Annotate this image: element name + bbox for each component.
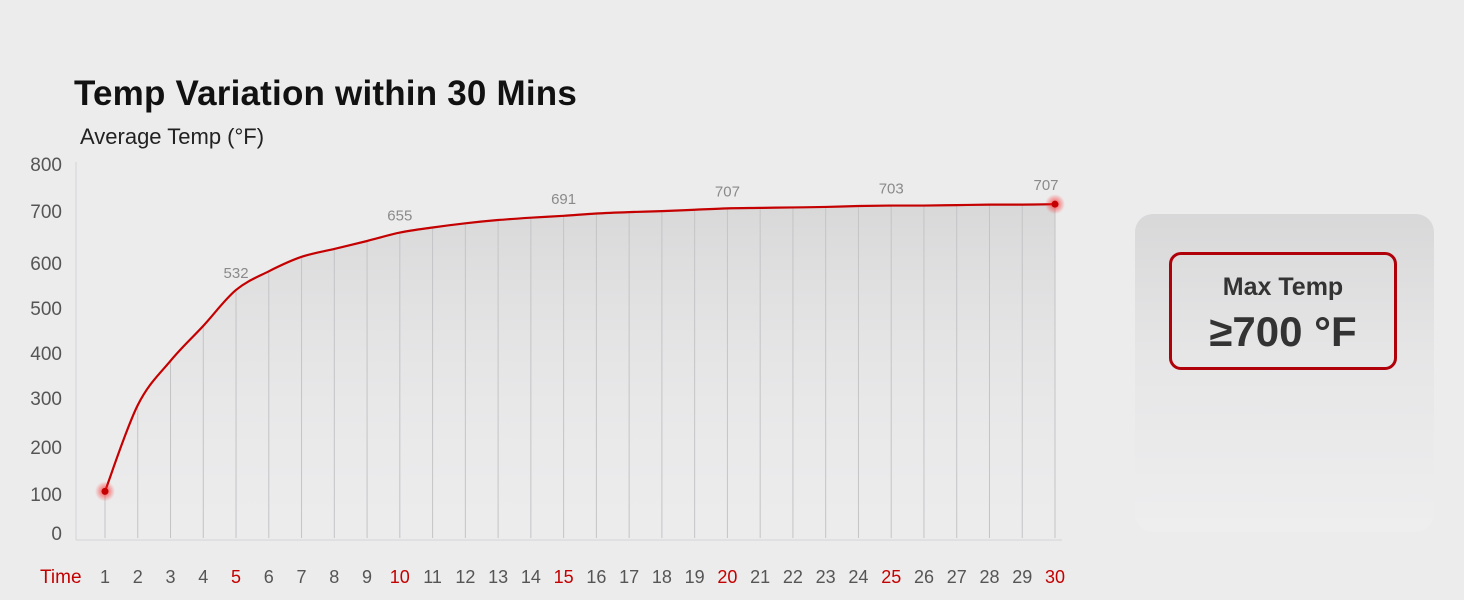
x-tick-label: 17 (619, 567, 639, 587)
y-tick-label: 800 (30, 155, 62, 176)
y-tick-label: 100 (30, 485, 62, 506)
area-fill (105, 204, 1055, 539)
x-tick-label: 28 (979, 567, 999, 587)
x-tick-label: 9 (362, 567, 372, 587)
data-label: 532 (224, 265, 249, 282)
y-axis-title: Average Temp (°F) (80, 124, 265, 149)
max-temp-value: ≥700 °F (1209, 308, 1357, 355)
max-temp-label: Max Temp (1222, 273, 1344, 301)
x-tick-label: 27 (947, 567, 967, 587)
x-tick-label: 26 (914, 567, 934, 587)
x-tick-label: 23 (816, 567, 836, 587)
x-tick-label: 12 (455, 567, 475, 587)
data-label: 707 (1033, 177, 1058, 194)
x-tick-label: 11 (423, 567, 442, 587)
chart-title: Temp Variation within 30 Mins (74, 74, 578, 113)
data-label: 655 (387, 208, 412, 225)
x-axis-title: Time (40, 567, 82, 588)
y-tick-label: 300 (30, 389, 62, 410)
x-tick-label: 25 (881, 567, 901, 587)
y-tick-label: 400 (30, 344, 62, 365)
data-point (1051, 200, 1059, 208)
data-point (101, 487, 109, 495)
x-tick-label: 3 (166, 567, 176, 587)
x-tick-label: 2 (133, 567, 143, 587)
x-tick-label: 24 (848, 567, 868, 587)
x-tick-label: 8 (329, 567, 339, 587)
x-tick-label: 30 (1045, 567, 1065, 587)
x-tick-label: 16 (586, 567, 606, 587)
data-label: 691 (551, 191, 576, 208)
y-tick-label: 500 (30, 299, 62, 320)
x-tick-label: 20 (717, 567, 737, 587)
x-tick-label: 1 (100, 567, 110, 587)
x-tick-label: 15 (554, 567, 574, 587)
series-line (103, 203, 1056, 492)
x-tick-label: 13 (488, 567, 508, 587)
max-temp-box: Max Temp ≥700 °F (1169, 252, 1397, 370)
x-tick-label: 5 (231, 567, 241, 587)
x-tick-label: 18 (652, 567, 672, 587)
x-tick-label: 7 (297, 567, 307, 587)
data-label: 703 (879, 181, 904, 198)
y-tick-label: 600 (30, 254, 62, 275)
x-tick-label: 10 (390, 567, 410, 587)
max-temp-panel: Max Temp ≥700 °F (1135, 214, 1434, 532)
x-tick-label: 29 (1012, 567, 1032, 587)
data-label: 707 (715, 183, 740, 200)
x-tick-label: 22 (783, 567, 803, 587)
x-tick-label: 14 (521, 567, 541, 587)
x-tick-label: 4 (198, 567, 208, 587)
y-tick-label: 0 (51, 524, 62, 545)
y-tick-label: 200 (30, 438, 62, 459)
x-tick-label: 19 (685, 567, 705, 587)
x-tick-label: 6 (264, 567, 274, 587)
y-tick-label: 700 (30, 202, 62, 223)
x-tick-label: 21 (750, 567, 770, 587)
